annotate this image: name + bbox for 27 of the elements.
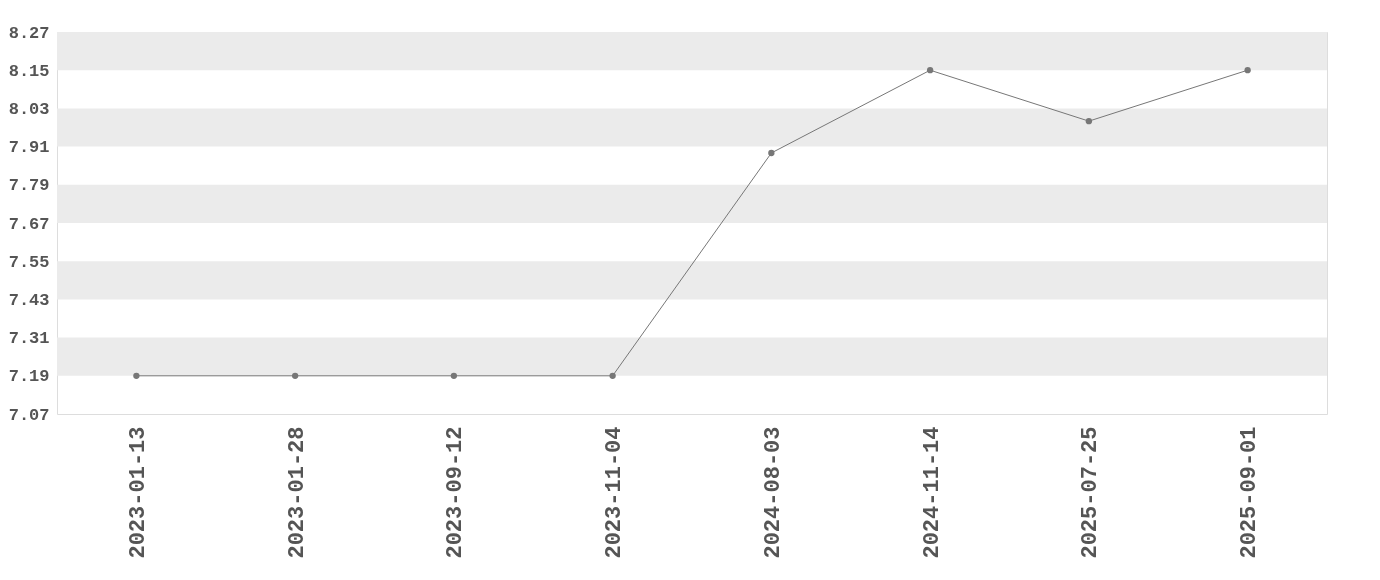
point — [1085, 117, 1093, 125]
point — [1244, 67, 1251, 74]
point — [133, 372, 140, 379]
x-tick-label: 2025-07-25 — [1078, 426, 1104, 559]
y-tick-label: 7.07 — [8, 405, 50, 425]
x-tick-label: 2023-01-28 — [284, 426, 310, 559]
y-tick-label: 7.19 — [8, 367, 50, 387]
y-tick-label: 7.55 — [8, 252, 50, 272]
y-tick-label: 8.03 — [8, 99, 50, 119]
y-tick-label: 7.67 — [8, 214, 50, 234]
y-tick-label: 7.31 — [8, 329, 50, 349]
x-tick-label: 2024-08-03 — [760, 426, 786, 559]
y-tick-label: 7.79 — [8, 176, 50, 196]
point — [609, 372, 616, 379]
x-tick-label: 2023-01-13 — [125, 426, 151, 559]
y-tick-label: 7.43 — [8, 290, 50, 310]
x-tick-label: 2025-09-01 — [1237, 426, 1263, 559]
x-tick-label: 2023-09-12 — [443, 426, 469, 559]
y-tick-label: 7.91 — [8, 138, 50, 158]
x-tick-label: 2023-11-04 — [602, 426, 628, 559]
y-tick-label: 8.15 — [8, 61, 50, 81]
point — [768, 149, 775, 157]
point — [450, 372, 458, 379]
y-tick-label: 8.27 — [8, 23, 50, 43]
x-tick-label: 2024-11-14 — [919, 426, 945, 559]
point — [291, 372, 299, 379]
point — [926, 67, 934, 74]
